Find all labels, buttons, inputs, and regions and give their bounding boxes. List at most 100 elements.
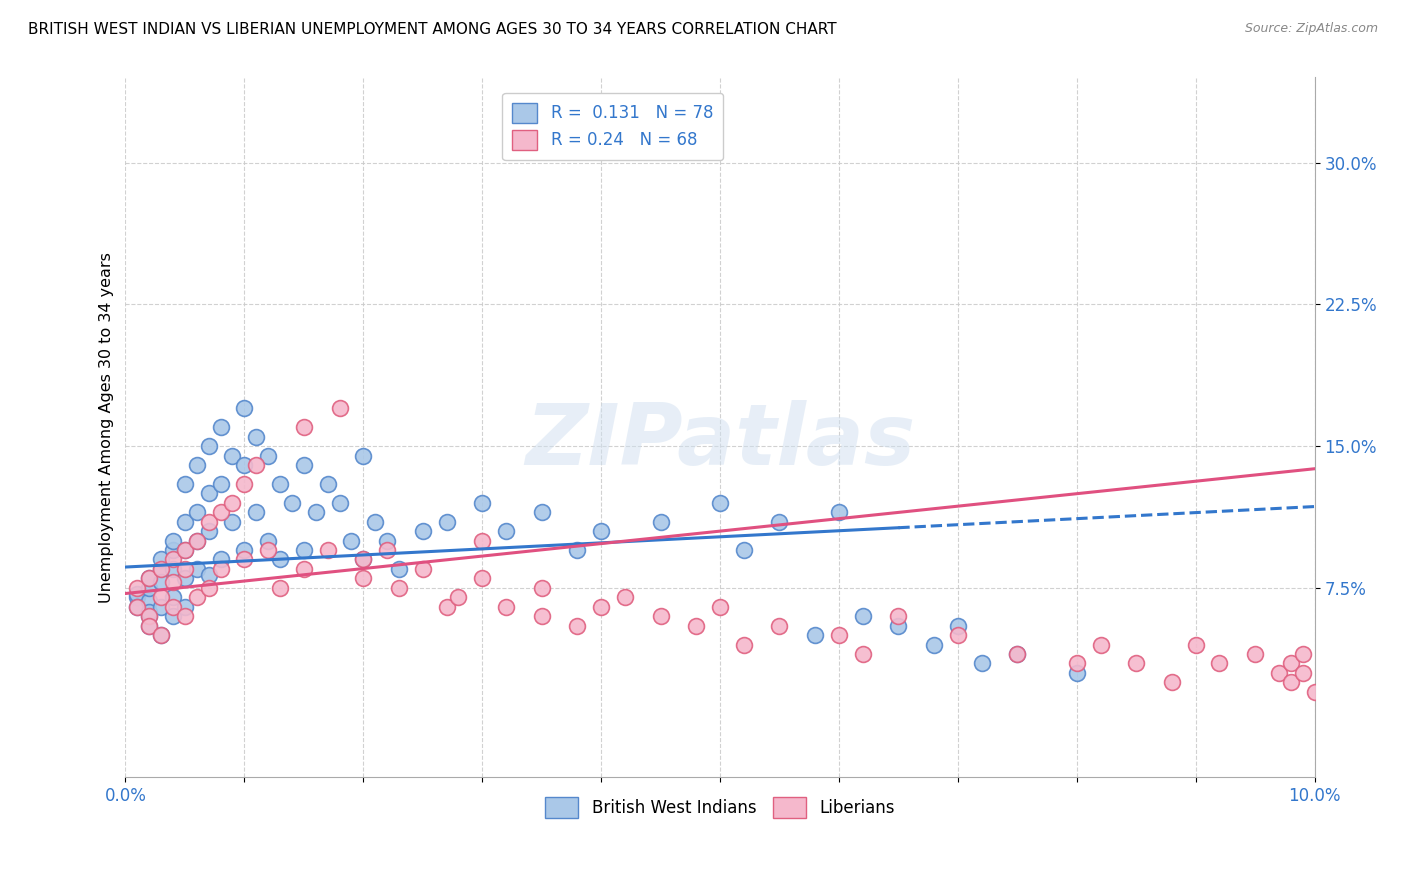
Point (245, 458, 267, 472)
Point (292, 458, 315, 472)
Point (150, 628, 173, 642)
Point (340, 533, 363, 548)
Point (233, 401, 256, 416)
Point (412, 524, 434, 538)
Point (733, 638, 755, 652)
Point (1244, 647, 1267, 661)
Point (495, 524, 517, 538)
Y-axis label: Unemployment Among Ages 30 to 34 years: Unemployment Among Ages 30 to 34 years (100, 252, 114, 603)
Point (233, 543, 256, 558)
Point (328, 401, 350, 416)
Point (709, 496, 731, 510)
Point (1125, 657, 1147, 671)
Point (316, 476, 339, 491)
Point (197, 567, 219, 582)
Legend: British West Indians, Liberians: British West Indians, Liberians (538, 791, 901, 824)
Point (567, 618, 589, 632)
Point (591, 524, 613, 538)
Point (138, 581, 160, 595)
Point (946, 618, 969, 632)
Point (495, 599, 517, 614)
Point (1208, 657, 1230, 671)
Point (150, 599, 173, 614)
Point (292, 543, 315, 558)
Point (197, 439, 219, 453)
Point (471, 571, 494, 585)
Point (412, 562, 434, 576)
Point (852, 609, 875, 624)
Point (150, 591, 173, 605)
Point (269, 476, 291, 491)
Point (209, 420, 232, 434)
Point (970, 657, 993, 671)
Point (162, 552, 184, 566)
Point (375, 543, 398, 558)
Point (292, 562, 315, 576)
Point (613, 591, 636, 605)
Point (530, 505, 553, 519)
Point (269, 581, 291, 595)
Point (209, 505, 232, 519)
Point (150, 562, 173, 576)
Point (530, 609, 553, 624)
Point (174, 562, 197, 576)
Point (150, 575, 173, 590)
Point (1066, 657, 1088, 671)
Point (471, 533, 494, 548)
Point (150, 552, 173, 566)
Point (186, 533, 208, 548)
Point (138, 618, 160, 632)
Point (174, 476, 197, 491)
Point (233, 458, 256, 472)
Point (138, 571, 160, 585)
Text: BRITISH WEST INDIAN VS LIBERIAN UNEMPLOYMENT AMONG AGES 30 TO 34 YEARS CORRELATI: BRITISH WEST INDIAN VS LIBERIAN UNEMPLOY… (28, 22, 837, 37)
Point (162, 543, 184, 558)
Point (1279, 675, 1302, 690)
Point (591, 599, 613, 614)
Point (768, 618, 790, 632)
Point (138, 609, 160, 624)
Point (127, 599, 149, 614)
Point (1184, 638, 1206, 652)
Point (650, 609, 672, 624)
Point (174, 543, 197, 558)
Point (257, 543, 280, 558)
Point (150, 628, 173, 642)
Point (316, 543, 339, 558)
Point (197, 581, 219, 595)
Point (733, 543, 755, 558)
Point (1160, 675, 1182, 690)
Point (887, 618, 910, 632)
Point (174, 571, 197, 585)
Point (828, 628, 851, 642)
Point (828, 505, 851, 519)
Point (138, 609, 160, 624)
Point (245, 505, 267, 519)
Point (257, 533, 280, 548)
Point (127, 581, 149, 595)
Point (1007, 647, 1029, 661)
Point (162, 533, 184, 548)
Point (375, 533, 398, 548)
Point (709, 599, 731, 614)
Point (352, 552, 374, 566)
Point (922, 638, 945, 652)
Point (127, 586, 149, 600)
Point (1292, 647, 1315, 661)
Point (364, 515, 387, 529)
Point (186, 533, 208, 548)
Point (1268, 665, 1291, 680)
Point (197, 486, 219, 500)
Point (1066, 665, 1088, 680)
Point (245, 429, 267, 443)
Point (436, 599, 458, 614)
Point (352, 552, 374, 566)
Point (1007, 647, 1029, 661)
Point (162, 562, 184, 576)
Point (436, 515, 458, 529)
Point (388, 562, 411, 576)
Point (127, 599, 149, 614)
Point (221, 449, 243, 463)
Point (186, 505, 208, 519)
Point (328, 496, 350, 510)
